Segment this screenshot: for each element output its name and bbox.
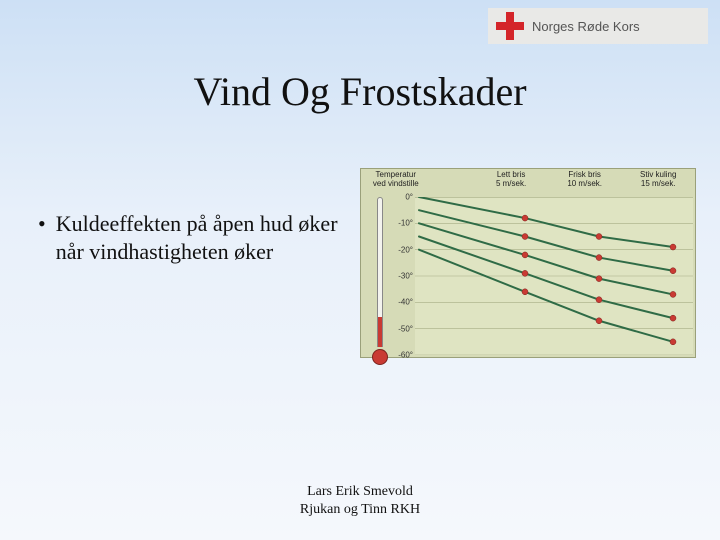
chart-svg <box>415 197 693 355</box>
chart-ytick: -50° <box>391 324 413 333</box>
org-name: Norges Røde Kors <box>532 19 640 34</box>
chart-header-col2-l2: 5 m/sek. <box>474 180 548 189</box>
windchill-chart: Temperatur ved vindstille Lett bris 5 m/… <box>360 168 696 358</box>
chart-headers: Temperatur ved vindstille Lett bris 5 m/… <box>361 171 695 189</box>
thermometer-icon <box>373 197 387 365</box>
chart-header-col0-l2: ved vindstille <box>361 180 431 189</box>
chart-ytick: -20° <box>391 245 413 254</box>
chart-ytick: -10° <box>391 219 413 228</box>
chart-ytick: -60° <box>391 351 413 360</box>
chart-plot-area <box>415 197 693 355</box>
bullet-list: • Kuldeeffekten på åpen hud øker når vin… <box>38 210 338 265</box>
footer-author: Lars Erik Smevold <box>0 483 720 501</box>
chart-ytick: 0° <box>391 193 413 202</box>
footer: Lars Erik Smevold Rjukan og Tinn RKH <box>0 483 720 518</box>
bullet-dot: • <box>38 210 46 265</box>
logo-bar: Norges Røde Kors <box>488 8 708 44</box>
chart-ytick: -30° <box>391 272 413 281</box>
footer-org: Rjukan og Tinn RKH <box>0 501 720 519</box>
red-cross-icon <box>496 12 524 40</box>
chart-ytick: -40° <box>391 298 413 307</box>
page-title: Vind Og Frostskader <box>0 68 720 115</box>
chart-header-col3-l2: 10 m/sek. <box>548 180 622 189</box>
bullet-text: Kuldeeffekten på åpen hud øker når vindh… <box>56 210 338 265</box>
chart-header-col4-l2: 15 m/sek. <box>621 180 695 189</box>
